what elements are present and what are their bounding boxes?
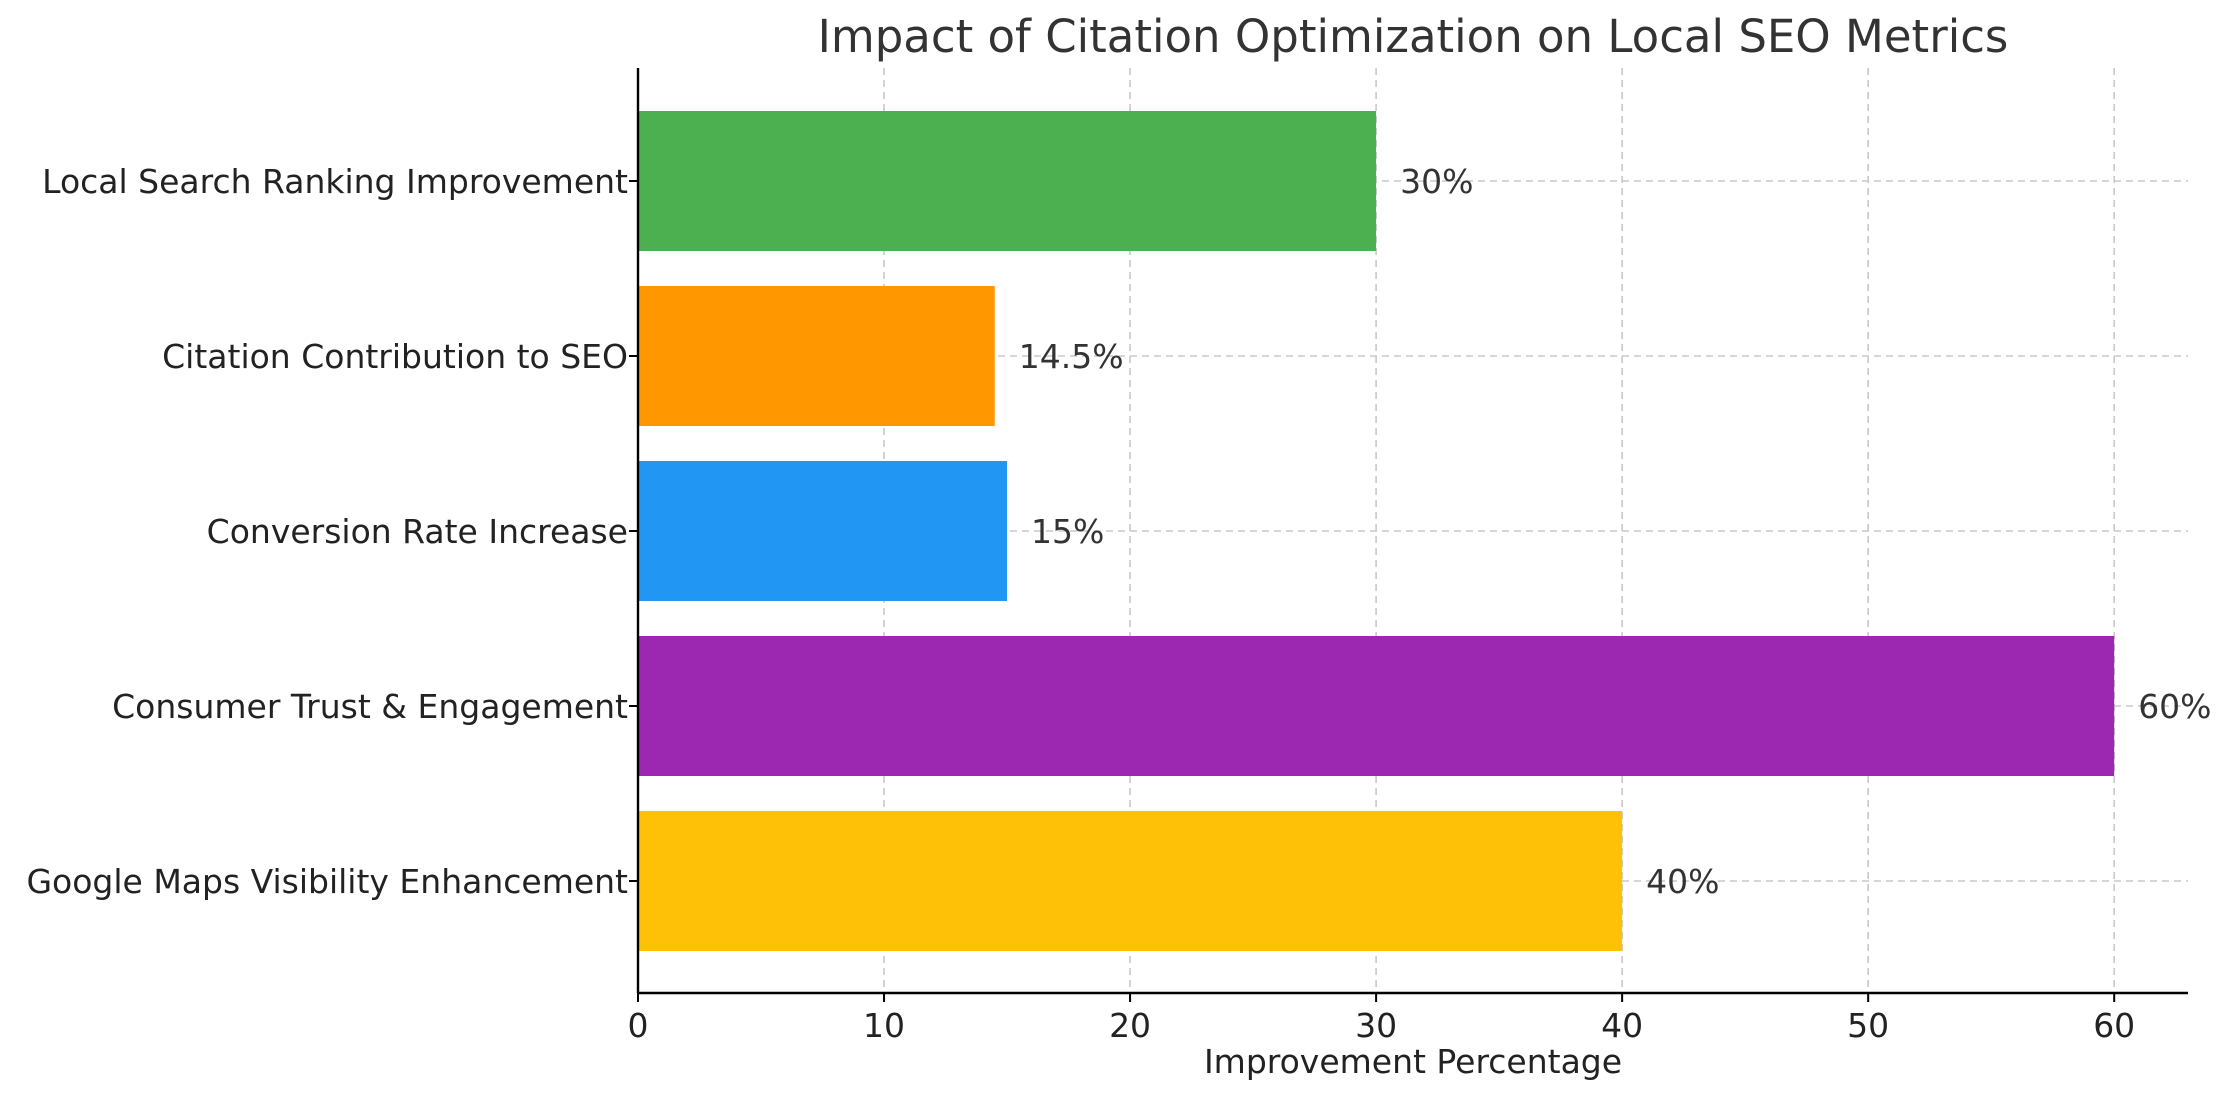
bars	[638, 111, 2115, 951]
x-axis-title: Improvement Percentage	[1204, 1042, 1622, 1081]
y-tick-label: Google Maps Visibility Enhancement	[26, 862, 628, 901]
x-tick-label: 30	[1355, 1006, 1397, 1045]
data-label: 30%	[1400, 162, 1473, 201]
y-tick-label: Consumer Trust & Engagement	[112, 687, 628, 726]
data-label: 40%	[1646, 862, 1719, 901]
y-tick-label: Citation Contribution to SEO	[162, 337, 628, 376]
y-tick-label: Local Search Ranking Improvement	[42, 162, 628, 201]
bar	[638, 111, 1377, 251]
x-tick-label: 50	[1847, 1006, 1889, 1045]
bar	[638, 461, 1008, 601]
x-tick-label: 40	[1601, 1006, 1643, 1045]
chart-title: Impact of Citation Optimization on Local…	[818, 10, 2009, 63]
x-tick-label: 0	[628, 1006, 649, 1045]
data-label: 60%	[2138, 687, 2211, 726]
bar	[638, 636, 2115, 776]
bar	[638, 811, 1623, 951]
data-label: 15%	[1031, 512, 1104, 551]
tick-marks	[629, 180, 2116, 1002]
data-label: 14.5%	[1019, 337, 1124, 376]
x-tick-label: 10	[863, 1006, 905, 1045]
x-tick-label: 20	[1109, 1006, 1151, 1045]
y-tick-label: Conversion Rate Increase	[207, 512, 628, 551]
bar	[638, 286, 995, 426]
labels: Local Search Ranking Improvement 30% Citat…	[26, 162, 2211, 1045]
x-tick-label: 60	[2093, 1006, 2135, 1045]
